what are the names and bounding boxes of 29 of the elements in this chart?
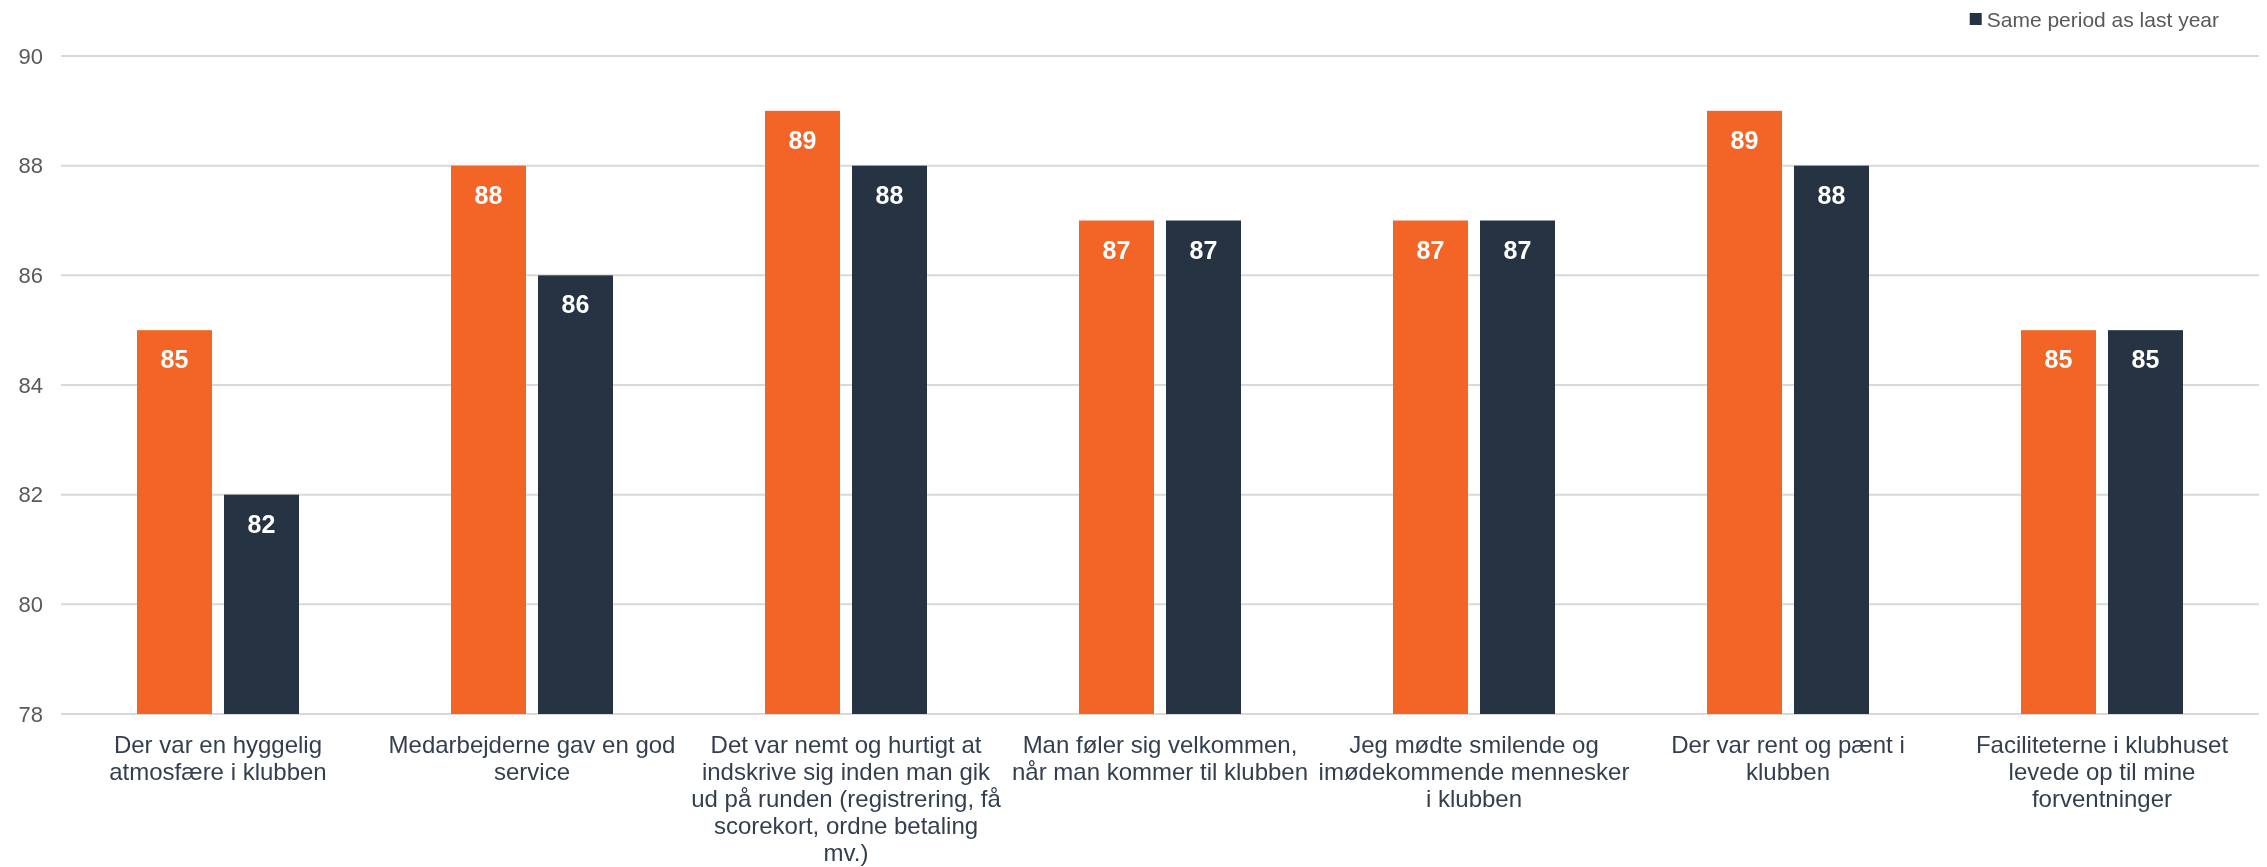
y-tick-label: 82 (18, 482, 43, 508)
y-tick-label: 88 (18, 153, 43, 179)
x-tick-label: Der var rent og pænt i klubben (1671, 731, 1905, 785)
data-label: 87 (1416, 235, 1445, 264)
data-label: 82 (247, 509, 276, 538)
data-label: 85 (2044, 345, 2073, 374)
x-tick-label: Man føler sig velkommen, når man kommer til klubben (1011, 731, 1309, 785)
legend-label: Same period as last year (1986, 7, 2220, 31)
y-tick-label: 90 (18, 43, 43, 69)
x-tick-label: Medarbejderne gav en god service (388, 731, 676, 785)
x-tick-label: Der var en hyggelig atmosfære i klubben (109, 731, 327, 785)
y-tick-label: 80 (18, 591, 43, 617)
x-tick-label: Faciliteterne i klubhuset levede op til mine forventninger (1975, 731, 2229, 812)
data-label: 87 (1102, 235, 1131, 264)
y-tick-label: 86 (18, 262, 43, 288)
y-tick-label: 78 (18, 701, 43, 727)
x-tick-label: Jeg mødte smilende og imødekommende mennesker i klubben (1318, 731, 1630, 812)
data-label: 88 (1817, 180, 1846, 209)
y-tick-label: 84 (18, 372, 43, 398)
data-label: 88 (474, 180, 503, 209)
data-label: 86 (561, 290, 590, 319)
data-label: 88 (875, 180, 904, 209)
data-label: 89 (1730, 125, 1759, 154)
data-label: 87 (1503, 235, 1532, 264)
data-label: 89 (788, 125, 817, 154)
data-label: 85 (2131, 345, 2160, 374)
data-label: 85 (160, 345, 189, 374)
data-label: 87 (1189, 235, 1218, 264)
x-tick-label: Det var nemt og hurtigt at indskrive sig inden man gik ud på runden (registrering, få scorekort, ordne betaling mv.) (691, 731, 1002, 866)
